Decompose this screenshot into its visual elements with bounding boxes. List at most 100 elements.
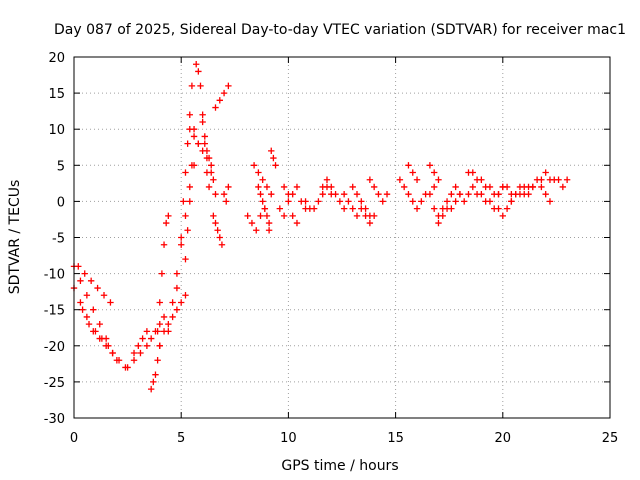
data-point-arc-4 bbox=[79, 306, 86, 313]
data-point-arc-13 bbox=[197, 82, 204, 90]
data-point-arc-15 bbox=[199, 118, 206, 126]
data-point-arc-6 bbox=[130, 349, 138, 357]
data-point-arc-3 bbox=[87, 277, 95, 285]
data-point-arc-11 bbox=[186, 111, 193, 118]
data-point-arc-28 bbox=[362, 205, 369, 212]
data-point-arc-15 bbox=[210, 176, 217, 183]
data-point-arc-32 bbox=[430, 169, 438, 176]
data-point-arc-8 bbox=[165, 320, 172, 328]
data-point-arc-38 bbox=[529, 183, 537, 191]
data-point-arc-26 bbox=[336, 198, 344, 205]
data-point-arc-21 bbox=[261, 205, 269, 212]
data-point-arc-18 bbox=[223, 198, 230, 205]
data-point-arc-27 bbox=[366, 219, 374, 227]
y-tick-label: -15 bbox=[44, 304, 65, 319]
y-tick-label: -20 bbox=[44, 340, 65, 355]
x-tick-label: 10 bbox=[280, 431, 297, 446]
data-point-arc-5 bbox=[160, 313, 168, 321]
data-point-arc-18 bbox=[225, 183, 232, 191]
data-point-arc-26 bbox=[323, 176, 331, 183]
data-point-arc-27 bbox=[353, 212, 361, 220]
data-point-arc-4 bbox=[85, 320, 93, 328]
x-tick-label: 0 bbox=[70, 431, 78, 446]
data-point-arc-40 bbox=[555, 176, 562, 183]
data-point-arc-38 bbox=[538, 176, 545, 183]
data-point-arc-6 bbox=[143, 328, 151, 335]
data-point-arc-36 bbox=[478, 190, 485, 198]
data-point-arc-10 bbox=[165, 328, 172, 335]
data-point-arc-30 bbox=[400, 183, 408, 191]
data-point-arc-12 bbox=[188, 162, 196, 169]
data-point-arc-28 bbox=[358, 198, 365, 205]
data-point-arc-33 bbox=[443, 198, 451, 205]
data-point-arc-1 bbox=[77, 277, 84, 285]
data-point-arc-6 bbox=[139, 335, 146, 342]
data-point-arc-22 bbox=[272, 162, 279, 169]
data-point-arc-8 bbox=[182, 292, 189, 299]
data-point-arc-7 bbox=[152, 371, 159, 378]
data-point-arc-3 bbox=[75, 263, 82, 270]
data-point-arc-17 bbox=[214, 227, 221, 234]
data-point-arc-14 bbox=[190, 133, 198, 140]
data-point-arc-9 bbox=[162, 219, 170, 227]
data-point-arc-2 bbox=[113, 357, 121, 364]
y-tick-label: -25 bbox=[44, 376, 65, 391]
data-point-arc-38 bbox=[525, 190, 532, 198]
data-point-arc-25 bbox=[310, 205, 318, 212]
data-point-arc-30 bbox=[413, 205, 421, 212]
data-point-arc-9 bbox=[154, 328, 161, 335]
data-point-arc-1 bbox=[83, 292, 91, 299]
data-point-arc-21 bbox=[263, 212, 271, 220]
data-point-arc-4 bbox=[105, 342, 112, 349]
data-point-arc-29 bbox=[383, 190, 391, 198]
data-point-arc-9 bbox=[156, 299, 163, 306]
data-point-arc-20 bbox=[255, 169, 262, 176]
data-point-arc-17 bbox=[212, 219, 219, 227]
data-point-arc-22 bbox=[270, 154, 277, 162]
data-point-arc-37 bbox=[495, 205, 502, 212]
data-point-arc-10 bbox=[173, 270, 181, 277]
data-point-arc-15 bbox=[205, 154, 213, 162]
data-point-arc-38 bbox=[516, 190, 524, 198]
data-point-arc-10 bbox=[186, 183, 193, 191]
x-tick-label: 5 bbox=[177, 431, 185, 446]
data-point-arc-7 bbox=[154, 357, 161, 364]
data-point-arc-10 bbox=[178, 241, 185, 248]
data-point-arc-14 bbox=[195, 140, 202, 147]
data-point-arc-10 bbox=[182, 212, 189, 220]
data-point-arc-25 bbox=[315, 198, 322, 205]
data-point-arc-40 bbox=[563, 176, 571, 183]
data-point-arc-24 bbox=[293, 219, 301, 227]
data-point-arc-28 bbox=[349, 183, 356, 191]
data-point-arc-23 bbox=[280, 212, 288, 220]
data-point-arc-1 bbox=[96, 320, 103, 328]
data-point-arc-25 bbox=[319, 190, 326, 198]
data-point-arc-33 bbox=[465, 190, 472, 198]
data-point-arc-15 bbox=[201, 133, 208, 140]
data-point-arc-20 bbox=[250, 162, 258, 169]
data-point-arc-35 bbox=[486, 183, 494, 191]
data-point-arc-14 bbox=[208, 162, 215, 169]
data-point-arc-11 bbox=[178, 234, 185, 241]
data-point-arc-37 bbox=[503, 205, 511, 212]
data-layer bbox=[70, 61, 571, 393]
x-tick-label: 15 bbox=[387, 431, 404, 446]
data-point-arc-23 bbox=[293, 183, 301, 191]
data-point-arc-18 bbox=[220, 190, 228, 198]
data-point-arc-11 bbox=[188, 82, 196, 90]
data-point-arc-13 bbox=[201, 140, 208, 147]
data-point-arc-8 bbox=[169, 313, 176, 321]
y-axis-label: SDTVAR / TECUs bbox=[7, 180, 23, 295]
data-point-arc-13 bbox=[195, 68, 202, 75]
data-point-arc-9 bbox=[160, 241, 168, 248]
data-point-arc-29 bbox=[370, 183, 378, 191]
data-point-arc-4 bbox=[98, 335, 106, 342]
data-point-arc-3 bbox=[107, 299, 114, 306]
data-point-arc-34 bbox=[435, 219, 442, 227]
data-point-arc-27 bbox=[349, 205, 356, 212]
data-point-arc-33 bbox=[430, 205, 438, 212]
data-point-arc-20 bbox=[263, 183, 271, 191]
data-point-arc-10 bbox=[169, 299, 176, 306]
data-point-arc-33 bbox=[461, 198, 468, 205]
